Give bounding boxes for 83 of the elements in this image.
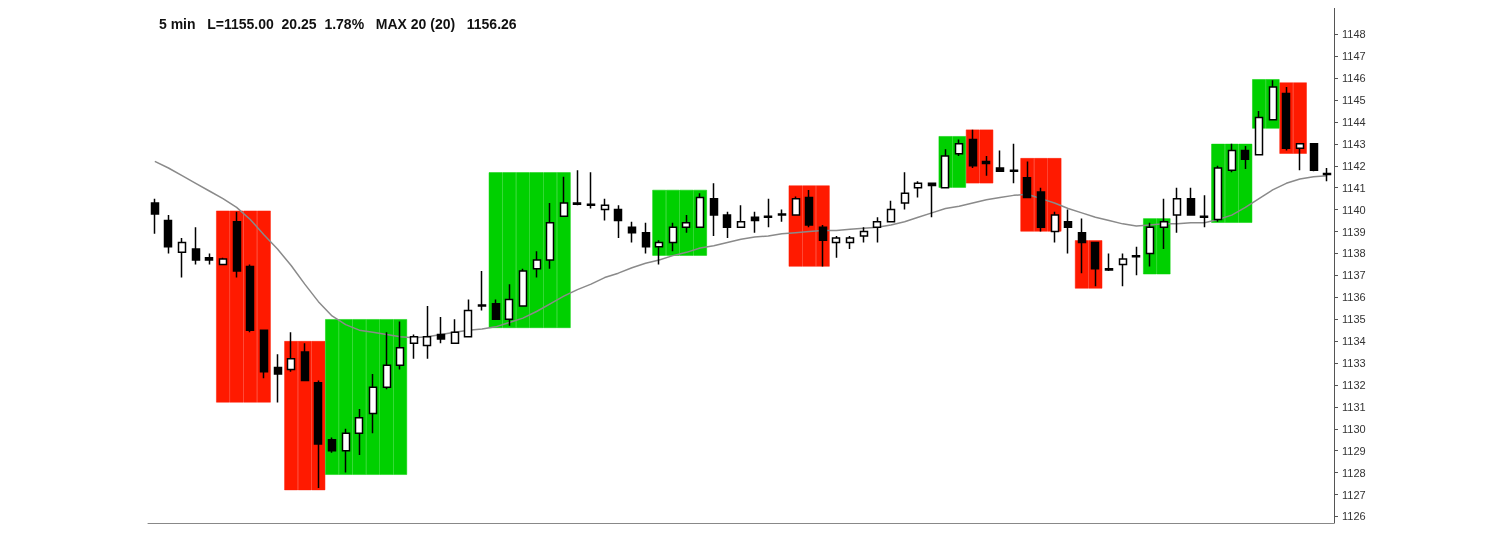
candlestick [1104,252,1114,272]
y-tick-label: 1148 [1342,28,1366,41]
candlestick [273,353,283,404]
candlestick [750,211,760,234]
candlestick [845,235,855,250]
candlestick [900,171,910,211]
y-tick-label: 1133 [1342,357,1366,370]
candlestick [627,220,637,244]
candlestick [859,226,869,244]
y-tick-label: 1146 [1342,72,1366,85]
y-tick-label: 1130 [1342,422,1366,435]
y-tick-label: 1126 [1342,510,1366,523]
candlestick [600,197,610,222]
candlestick [163,214,173,255]
candlestick [450,318,460,345]
candlestick [150,197,160,235]
candlestick [709,182,719,237]
candlestick [559,175,569,217]
y-tick-label: 1137 [1342,269,1366,282]
y-tick-label: 1140 [1342,203,1366,216]
candlestick [681,214,691,234]
candlestick [1172,186,1182,234]
candlestick [1118,252,1128,288]
y-tick-label: 1142 [1342,159,1366,172]
candlestick [913,180,923,199]
text: 5 min L=1155.00 20.25 1.78% MAX 20 (20) 1156.26 [159,16,517,32]
candlestick [927,182,937,219]
candlestick [872,216,882,244]
candlestick [504,283,514,327]
candlestick [586,171,596,210]
y-tick-label: 1141 [1342,181,1366,194]
candlestick [1309,143,1319,173]
candlestick [1240,145,1250,170]
candlestick [436,316,446,345]
candlestick [722,211,732,239]
y-tick-label: 1136 [1342,291,1366,304]
candlestick [286,331,296,373]
candlestick [995,149,1005,173]
y-tick-label: 1128 [1342,466,1366,479]
candlestick [477,270,487,312]
candlestick [777,208,787,223]
candlestick [831,235,841,259]
y-tick-label: 1127 [1342,488,1366,501]
y-tick-label: 1131 [1342,400,1366,413]
candlestick [177,237,187,279]
candlestick [518,268,528,307]
candlestick [1009,143,1019,185]
candlestick [763,197,773,228]
candlestick [259,329,269,380]
y-tick-label: 1135 [1342,313,1366,326]
candlestick [572,169,582,206]
y-tick-label: 1138 [1342,247,1366,260]
candlestick [354,408,364,456]
candlestick [641,222,651,255]
candlestick [218,257,228,266]
y-tick-label: 1147 [1342,50,1366,63]
y-tick-label: 1132 [1342,378,1366,391]
y-tick-label: 1145 [1342,94,1366,107]
candlestick [1199,194,1209,228]
candlestick [613,204,623,239]
candlestick [204,252,214,266]
candlestick [532,250,542,279]
candlestick [191,226,201,266]
candlestick [1063,208,1073,255]
candlestick [886,200,896,223]
candlestick [491,298,501,320]
y-tick-label: 1134 [1342,335,1366,348]
y-tick-label: 1129 [1342,444,1366,457]
candlestick [409,333,419,360]
y-tick-label: 1144 [1342,115,1366,128]
candlestick [395,320,405,371]
candlestick [1186,186,1196,216]
y-tick-label: 1143 [1342,137,1366,150]
y-tick-label: 1139 [1342,225,1366,238]
candlestick [1131,246,1141,277]
candlestick [300,342,310,382]
line-series [154,160,1328,339]
candlestick [736,204,746,228]
candlestick [327,436,337,454]
candlestick [1322,167,1332,182]
candlestick [791,195,801,216]
candlestick [422,305,432,360]
candlestick [463,298,473,338]
